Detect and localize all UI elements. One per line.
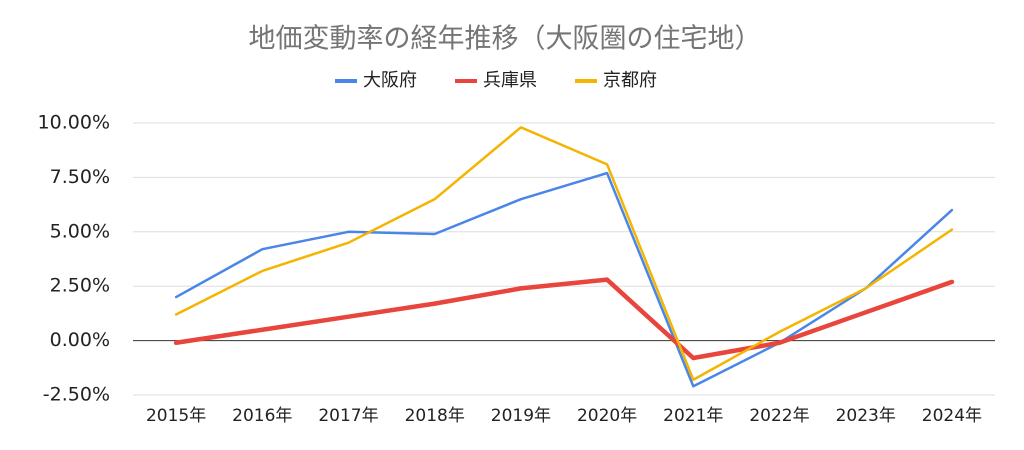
y-tick-label: 7.50% bbox=[50, 166, 110, 188]
chart-title: 地価変動率の経年推移（大阪圏の住宅地） bbox=[249, 24, 762, 55]
x-tick-label: 2021年 bbox=[663, 406, 723, 426]
x-tick-label: 2016年 bbox=[232, 406, 292, 426]
y-tick-label: 5.00% bbox=[50, 220, 110, 242]
x-tick-label: 2017年 bbox=[318, 406, 378, 426]
x-tick-label: 2015年 bbox=[146, 406, 206, 426]
legend-label: 大阪府 bbox=[363, 70, 417, 91]
x-tick-label: 2018年 bbox=[405, 406, 465, 426]
legend-label: 京都府 bbox=[603, 70, 657, 91]
series-line bbox=[174, 171, 954, 388]
x-tick-label: 2023年 bbox=[836, 406, 896, 426]
x-tick-label: 2019年 bbox=[491, 406, 551, 426]
x-tick-label: 2022年 bbox=[749, 406, 809, 426]
y-tick-label: 0.00% bbox=[50, 329, 110, 351]
y-tick-label: 10.00% bbox=[38, 112, 110, 134]
y-tick-label: -2.50% bbox=[43, 384, 110, 406]
legend-label: 兵庫県 bbox=[483, 70, 537, 91]
series-line bbox=[173, 277, 955, 361]
y-tick-label: 2.50% bbox=[50, 275, 110, 297]
x-tick-label: 2024年 bbox=[922, 406, 982, 426]
series-line bbox=[174, 126, 954, 382]
x-tick-label: 2020年 bbox=[577, 406, 637, 426]
